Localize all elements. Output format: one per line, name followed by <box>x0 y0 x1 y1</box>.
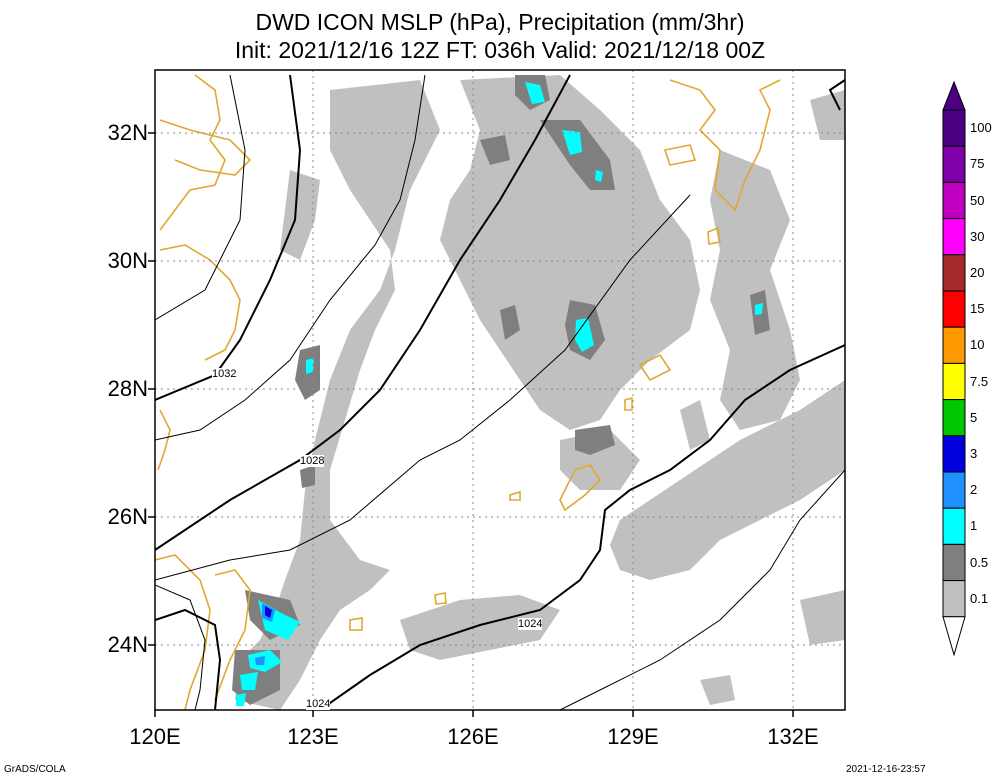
map-frame <box>154 69 846 711</box>
colorbar-swatch <box>942 580 966 618</box>
colorbar-label: 2 <box>970 482 978 498</box>
colorbar-bottom-arrow <box>942 616 966 657</box>
precip-light-areas <box>235 75 845 710</box>
colorbar-swatch <box>942 507 966 545</box>
colorbar-label: 3 <box>970 445 978 461</box>
lat-lon-grid <box>155 70 845 710</box>
colorbar-label: 30 <box>970 228 985 244</box>
colorbar-label: 7.5 <box>970 373 989 389</box>
lat-label-30n: 30N <box>107 248 148 273</box>
lat-label-28n: 28N <box>107 376 148 401</box>
lon-label-126e: 126E <box>447 724 499 749</box>
footer-software: GrADS/COLA <box>4 764 66 775</box>
isobar-label-1028: 1028 <box>300 455 325 467</box>
colorbar-swatch <box>942 290 966 328</box>
footer-timestamp: 2021-12-16-23:57 <box>846 764 926 775</box>
colorbar-swatch <box>942 435 966 473</box>
colorbar-label: 10 <box>970 337 985 353</box>
isobars-thin <box>155 74 845 710</box>
colorbar-label: 50 <box>970 192 985 208</box>
lon-label-132e: 132E <box>767 724 819 749</box>
lat-label-32n: 32N <box>107 120 148 145</box>
lat-label-26n: 26N <box>107 504 148 529</box>
colorbar-swatch <box>942 218 966 256</box>
colorbar-top-arrow <box>942 80 966 111</box>
colorbar-label: 75 <box>970 156 985 172</box>
isobar-label-1032: 1032 <box>212 368 237 380</box>
colorbar-label: 5 <box>970 409 978 425</box>
colorbar-label: 0.5 <box>970 554 989 570</box>
map-title: DWD ICON MSLP (hPa), Precipitation (mm/3… <box>255 9 745 35</box>
coastlines <box>155 74 781 710</box>
isobar-label-1024-south: 1024 <box>306 698 331 710</box>
colorbar-swatch <box>942 181 966 220</box>
isobar-label-1024: 1024 <box>518 618 543 630</box>
lon-label-120e: 120E <box>129 724 181 749</box>
colorbar-swatch <box>942 145 966 183</box>
colorbar-label: 100 <box>970 120 992 136</box>
colorbar-swatch <box>942 543 966 582</box>
axis-ticks <box>148 132 794 717</box>
precip-heavy-areas <box>236 82 763 706</box>
colorbar-swatch <box>942 326 966 364</box>
precip-colorbar <box>942 80 966 657</box>
colorbar-swatch <box>942 109 966 147</box>
lon-label-123e: 123E <box>287 724 339 749</box>
colorbar-swatch <box>942 254 966 292</box>
colorbar-label: 0.1 <box>970 590 989 606</box>
colorbar-swatch <box>942 399 966 437</box>
colorbar-label: 1 <box>970 518 978 534</box>
colorbar-label: 15 <box>970 301 985 317</box>
lat-label-24n: 24N <box>107 632 148 657</box>
colorbar-swatch <box>942 362 966 401</box>
colorbar-label: 20 <box>970 264 985 280</box>
lon-label-129e: 129E <box>607 724 659 749</box>
map-subtitle: Init: 2021/12/16 12Z FT: 036h Valid: 202… <box>234 37 766 63</box>
colorbar-swatch <box>942 471 966 509</box>
